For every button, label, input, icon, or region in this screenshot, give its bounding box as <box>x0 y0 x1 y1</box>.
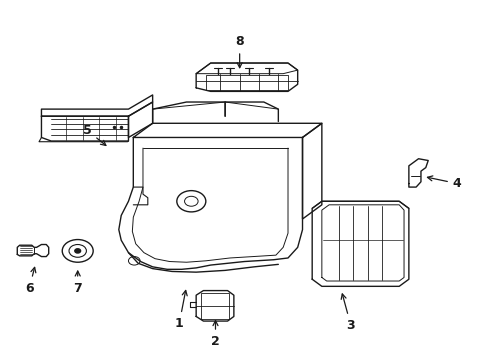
Polygon shape <box>128 102 152 138</box>
Polygon shape <box>41 116 128 141</box>
Polygon shape <box>41 95 152 116</box>
Polygon shape <box>311 201 408 286</box>
Circle shape <box>62 239 93 262</box>
Polygon shape <box>196 291 233 321</box>
Polygon shape <box>133 123 321 138</box>
Text: 8: 8 <box>235 35 244 68</box>
Polygon shape <box>302 123 321 219</box>
Text: 2: 2 <box>211 321 220 348</box>
Circle shape <box>75 249 81 253</box>
Polygon shape <box>196 63 297 91</box>
Text: 4: 4 <box>427 176 461 190</box>
Text: 1: 1 <box>175 291 187 330</box>
Polygon shape <box>408 159 427 187</box>
Text: 5: 5 <box>83 124 106 145</box>
Text: 3: 3 <box>341 294 354 332</box>
Polygon shape <box>17 244 49 257</box>
Text: 6: 6 <box>25 267 36 294</box>
Text: 7: 7 <box>73 271 82 294</box>
